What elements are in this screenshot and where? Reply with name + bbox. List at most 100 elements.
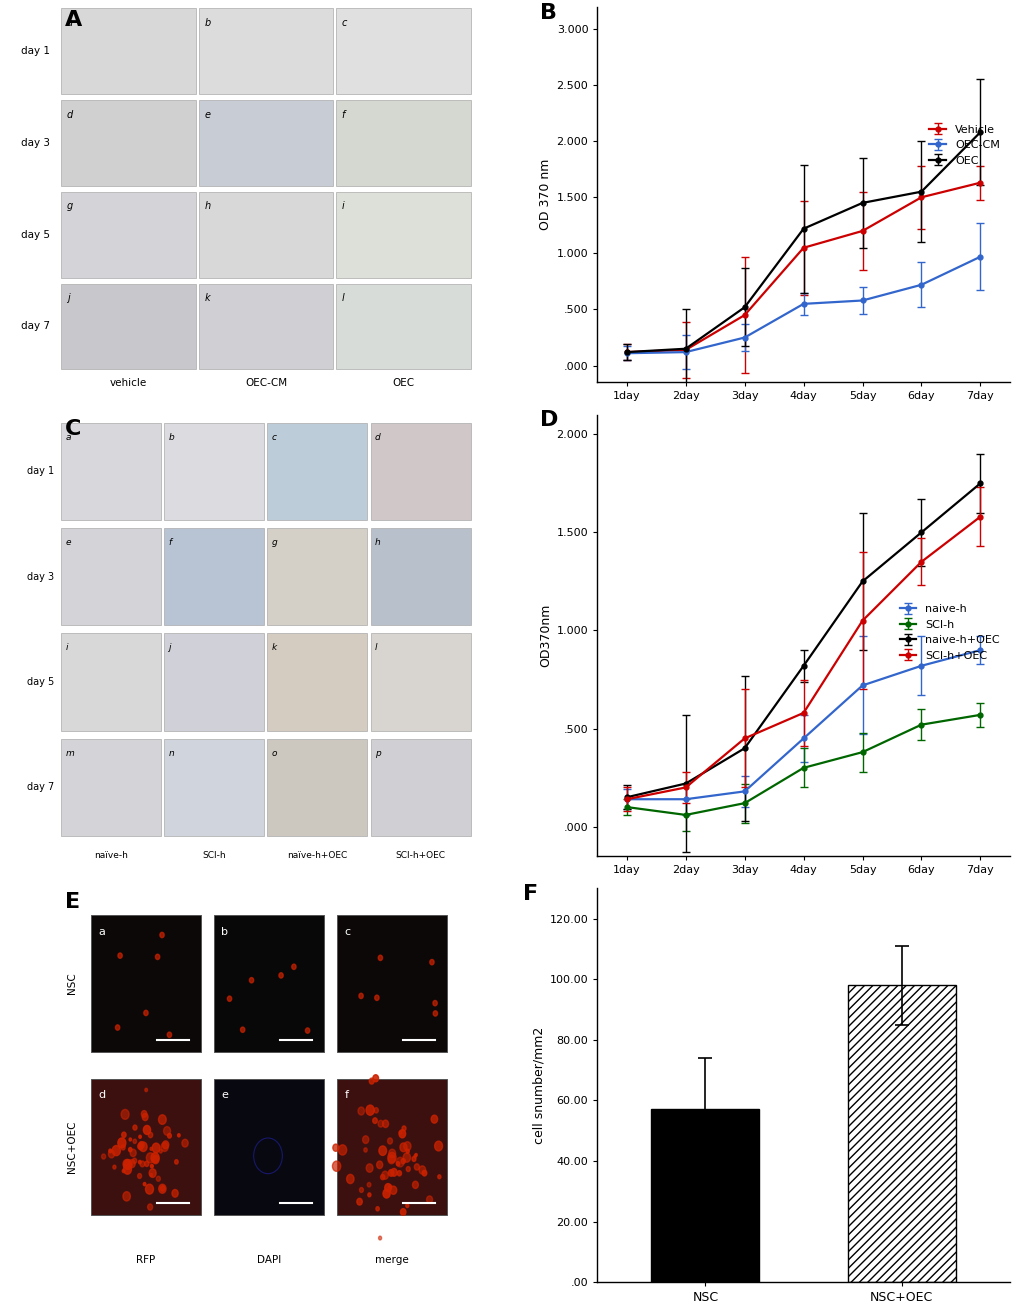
Circle shape: [380, 1174, 384, 1180]
Circle shape: [146, 1185, 153, 1194]
Circle shape: [374, 995, 379, 1001]
Circle shape: [332, 1144, 338, 1152]
Bar: [61, 100, 196, 185]
Text: day 5: day 5: [26, 677, 54, 686]
Circle shape: [388, 1149, 395, 1157]
Circle shape: [249, 977, 254, 982]
Text: l: l: [374, 643, 377, 652]
Circle shape: [382, 1189, 389, 1198]
Circle shape: [144, 1126, 151, 1135]
Text: NSC: NSC: [66, 973, 76, 994]
Circle shape: [140, 1141, 147, 1152]
Text: b: b: [204, 18, 210, 28]
Text: day 3: day 3: [21, 138, 50, 147]
Bar: [199, 8, 333, 93]
Circle shape: [432, 1001, 437, 1006]
Circle shape: [395, 1157, 404, 1166]
Bar: [61, 284, 196, 370]
Circle shape: [115, 1024, 119, 1030]
Text: g: g: [271, 538, 277, 547]
Y-axis label: cell snumber/mm2: cell snumber/mm2: [532, 1027, 545, 1144]
Bar: [267, 634, 367, 731]
Text: merge: merge: [375, 1256, 409, 1265]
Circle shape: [434, 1141, 442, 1151]
Circle shape: [123, 1164, 131, 1174]
Circle shape: [396, 1161, 399, 1166]
Bar: [336, 8, 471, 93]
Circle shape: [278, 973, 283, 978]
Bar: [267, 739, 367, 836]
Text: A: A: [65, 11, 83, 30]
Circle shape: [123, 1160, 130, 1169]
Circle shape: [406, 1203, 409, 1207]
Text: day 3: day 3: [26, 572, 54, 581]
Circle shape: [172, 1190, 178, 1197]
Circle shape: [152, 1143, 160, 1153]
Text: c: c: [271, 433, 276, 442]
Bar: [214, 1078, 324, 1215]
Circle shape: [429, 960, 434, 965]
Circle shape: [369, 1078, 374, 1084]
Circle shape: [227, 995, 231, 1002]
Text: f: f: [344, 1090, 348, 1101]
Circle shape: [366, 1105, 374, 1115]
Legend: Vehicle, OEC-CM, OEC: Vehicle, OEC-CM, OEC: [924, 120, 1004, 170]
Circle shape: [161, 1143, 168, 1152]
Circle shape: [149, 1169, 156, 1177]
Bar: [61, 634, 161, 731]
Text: day 1: day 1: [21, 46, 50, 57]
Circle shape: [396, 1170, 401, 1176]
Bar: [336, 284, 471, 370]
Text: d: d: [98, 1090, 105, 1101]
Circle shape: [159, 1185, 166, 1193]
Circle shape: [162, 1141, 168, 1149]
Circle shape: [139, 1145, 143, 1149]
Circle shape: [382, 1120, 388, 1127]
Text: n: n: [168, 748, 174, 757]
Circle shape: [387, 1137, 392, 1144]
Bar: [214, 915, 324, 1052]
Text: a: a: [66, 18, 72, 28]
Circle shape: [132, 1159, 137, 1164]
Circle shape: [118, 1137, 125, 1148]
Circle shape: [401, 1126, 406, 1131]
Text: a: a: [98, 927, 105, 938]
Circle shape: [406, 1166, 410, 1172]
Bar: [199, 284, 333, 370]
Bar: [164, 529, 264, 626]
Bar: [164, 634, 264, 731]
Circle shape: [142, 1114, 148, 1120]
Text: e: e: [204, 109, 210, 120]
Circle shape: [422, 1170, 426, 1176]
Circle shape: [163, 1127, 170, 1135]
Text: i: i: [341, 201, 344, 212]
Text: E: E: [65, 893, 81, 913]
Bar: [199, 100, 333, 185]
Circle shape: [150, 1173, 152, 1177]
Bar: [91, 1078, 201, 1215]
Circle shape: [378, 1120, 383, 1127]
Text: F: F: [523, 885, 538, 905]
Circle shape: [160, 932, 164, 938]
Circle shape: [367, 1182, 371, 1187]
Circle shape: [378, 1145, 386, 1156]
Text: m: m: [65, 748, 74, 757]
Legend: naive-h, SCI-h, naive-h+OEC, SCI-h+OEC: naive-h, SCI-h, naive-h+OEC, SCI-h+OEC: [895, 600, 1004, 665]
Y-axis label: OD 370 nm: OD 370 nm: [539, 159, 552, 230]
Bar: [164, 422, 264, 519]
Circle shape: [359, 1187, 363, 1193]
Circle shape: [387, 1155, 394, 1164]
Circle shape: [113, 1165, 116, 1169]
Circle shape: [148, 1205, 153, 1210]
Circle shape: [373, 1074, 378, 1082]
Text: j: j: [168, 643, 171, 652]
Text: day 1: day 1: [26, 467, 54, 476]
Circle shape: [151, 1153, 159, 1162]
Bar: [91, 915, 201, 1052]
Bar: [267, 529, 367, 626]
Circle shape: [144, 1010, 148, 1015]
Text: g: g: [66, 201, 73, 212]
Circle shape: [142, 1111, 147, 1118]
Circle shape: [338, 1145, 346, 1155]
Circle shape: [378, 1236, 381, 1240]
